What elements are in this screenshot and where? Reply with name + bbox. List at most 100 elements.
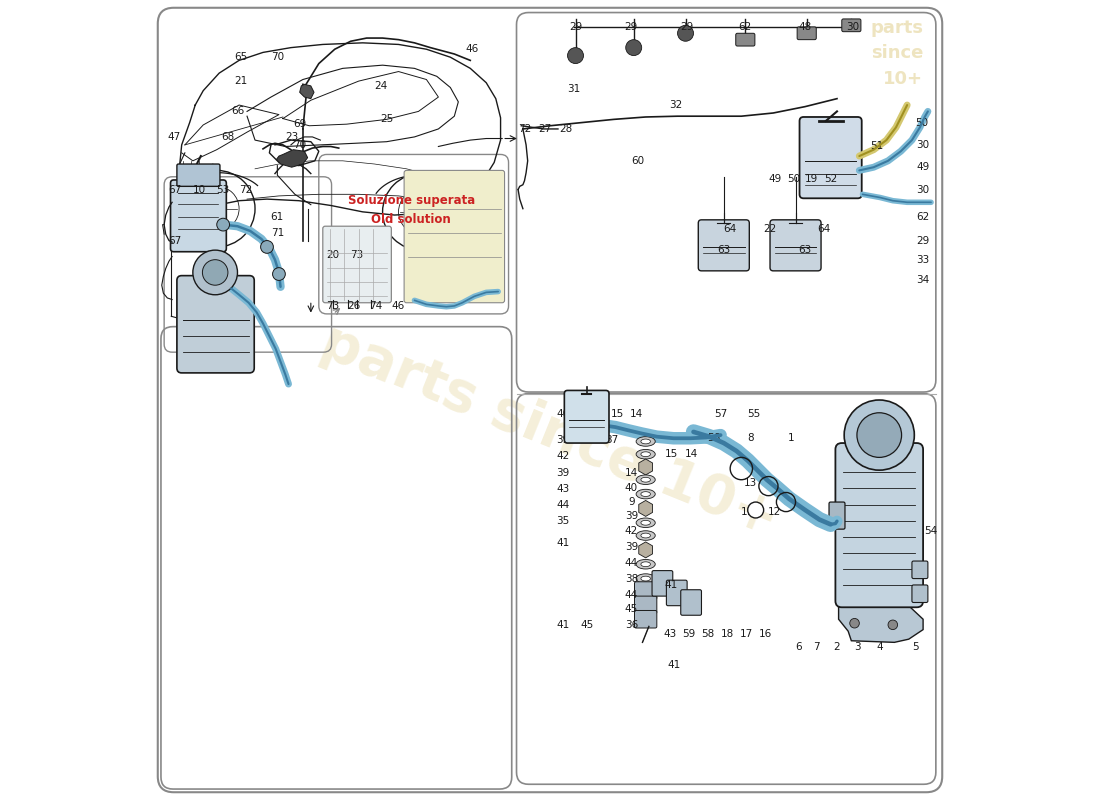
Text: 14: 14: [593, 410, 606, 419]
Text: 21: 21: [234, 76, 248, 86]
Text: 55: 55: [748, 410, 761, 419]
Text: 44: 44: [557, 500, 570, 510]
Text: 73: 73: [327, 301, 340, 311]
Circle shape: [850, 618, 859, 628]
FancyBboxPatch shape: [842, 19, 861, 32]
Text: 66: 66: [231, 106, 244, 117]
Polygon shape: [838, 599, 923, 642]
Text: 15: 15: [610, 410, 624, 419]
Text: 56: 56: [707, 434, 721, 443]
Text: 29: 29: [625, 22, 638, 32]
Text: 45: 45: [625, 604, 638, 614]
Circle shape: [261, 241, 274, 254]
Text: 2: 2: [834, 642, 840, 652]
FancyBboxPatch shape: [800, 117, 861, 198]
Text: 68: 68: [221, 132, 234, 142]
Text: 38: 38: [625, 574, 638, 583]
FancyBboxPatch shape: [652, 570, 673, 596]
Text: 41: 41: [664, 580, 678, 590]
Text: Soluzione superata: Soluzione superata: [348, 194, 475, 207]
Text: 64: 64: [817, 224, 830, 234]
Text: 67: 67: [168, 185, 182, 194]
Text: 62: 62: [916, 212, 930, 222]
FancyBboxPatch shape: [829, 502, 845, 529]
Text: 32: 32: [669, 100, 683, 110]
Text: 8: 8: [748, 434, 755, 443]
Ellipse shape: [641, 439, 650, 444]
FancyBboxPatch shape: [912, 585, 928, 602]
Text: 53: 53: [217, 185, 230, 194]
FancyBboxPatch shape: [322, 226, 392, 302]
Text: 49: 49: [768, 174, 781, 184]
Text: 46: 46: [465, 44, 478, 54]
Text: 49: 49: [916, 162, 930, 172]
Text: 3: 3: [855, 642, 861, 652]
FancyBboxPatch shape: [835, 443, 923, 607]
Text: 47: 47: [167, 132, 180, 142]
Text: 44: 44: [625, 558, 638, 568]
Text: 67: 67: [168, 235, 182, 246]
Ellipse shape: [636, 559, 656, 569]
Text: 33: 33: [916, 255, 930, 266]
Text: 18: 18: [720, 630, 734, 639]
Text: 27: 27: [539, 124, 552, 134]
Text: 5: 5: [912, 642, 918, 652]
Ellipse shape: [641, 478, 650, 482]
FancyBboxPatch shape: [798, 27, 816, 40]
Text: 29: 29: [916, 235, 930, 246]
FancyBboxPatch shape: [404, 170, 505, 302]
Text: 42: 42: [625, 526, 638, 536]
Text: 45: 45: [580, 620, 593, 630]
FancyBboxPatch shape: [564, 390, 609, 443]
Text: 41: 41: [557, 620, 570, 630]
Text: 11: 11: [741, 506, 755, 517]
Text: 43: 43: [557, 484, 570, 494]
Text: 50: 50: [788, 174, 801, 184]
Ellipse shape: [636, 450, 656, 459]
Text: 40: 40: [625, 482, 638, 493]
Text: 61: 61: [271, 212, 284, 222]
Text: 10: 10: [192, 185, 206, 194]
Text: 4: 4: [877, 642, 883, 652]
FancyBboxPatch shape: [635, 610, 657, 628]
Text: 51: 51: [870, 142, 883, 151]
Text: 46: 46: [392, 301, 405, 311]
FancyBboxPatch shape: [177, 164, 220, 186]
Text: 29: 29: [569, 22, 582, 32]
Text: 40: 40: [557, 410, 570, 419]
Circle shape: [217, 218, 230, 231]
FancyBboxPatch shape: [177, 276, 254, 373]
Text: 41: 41: [557, 538, 570, 549]
Text: 26: 26: [348, 301, 361, 311]
FancyBboxPatch shape: [698, 220, 749, 271]
Ellipse shape: [636, 518, 656, 527]
Text: 42: 42: [557, 451, 570, 461]
Ellipse shape: [641, 452, 650, 457]
Text: 59: 59: [682, 630, 695, 639]
Text: 36: 36: [625, 620, 638, 630]
FancyBboxPatch shape: [681, 590, 702, 615]
Circle shape: [192, 250, 238, 294]
Text: 19: 19: [805, 174, 818, 184]
Text: 64: 64: [724, 224, 737, 234]
Text: 6: 6: [795, 642, 802, 652]
FancyBboxPatch shape: [770, 220, 821, 271]
Text: 23: 23: [285, 132, 298, 142]
Text: 39: 39: [557, 468, 570, 478]
Text: 14: 14: [625, 468, 638, 478]
Polygon shape: [299, 84, 314, 98]
Text: 12: 12: [768, 506, 781, 517]
Text: since: since: [871, 45, 923, 62]
Text: 63: 63: [799, 245, 812, 255]
Ellipse shape: [641, 562, 650, 566]
Text: 72: 72: [239, 185, 252, 194]
Ellipse shape: [636, 530, 656, 540]
Text: 39: 39: [557, 435, 570, 445]
Ellipse shape: [636, 490, 656, 499]
Text: 57: 57: [714, 410, 727, 419]
Ellipse shape: [636, 437, 656, 446]
Ellipse shape: [641, 533, 650, 538]
Text: parts: parts: [870, 19, 923, 37]
Ellipse shape: [636, 475, 656, 485]
Circle shape: [568, 48, 583, 63]
